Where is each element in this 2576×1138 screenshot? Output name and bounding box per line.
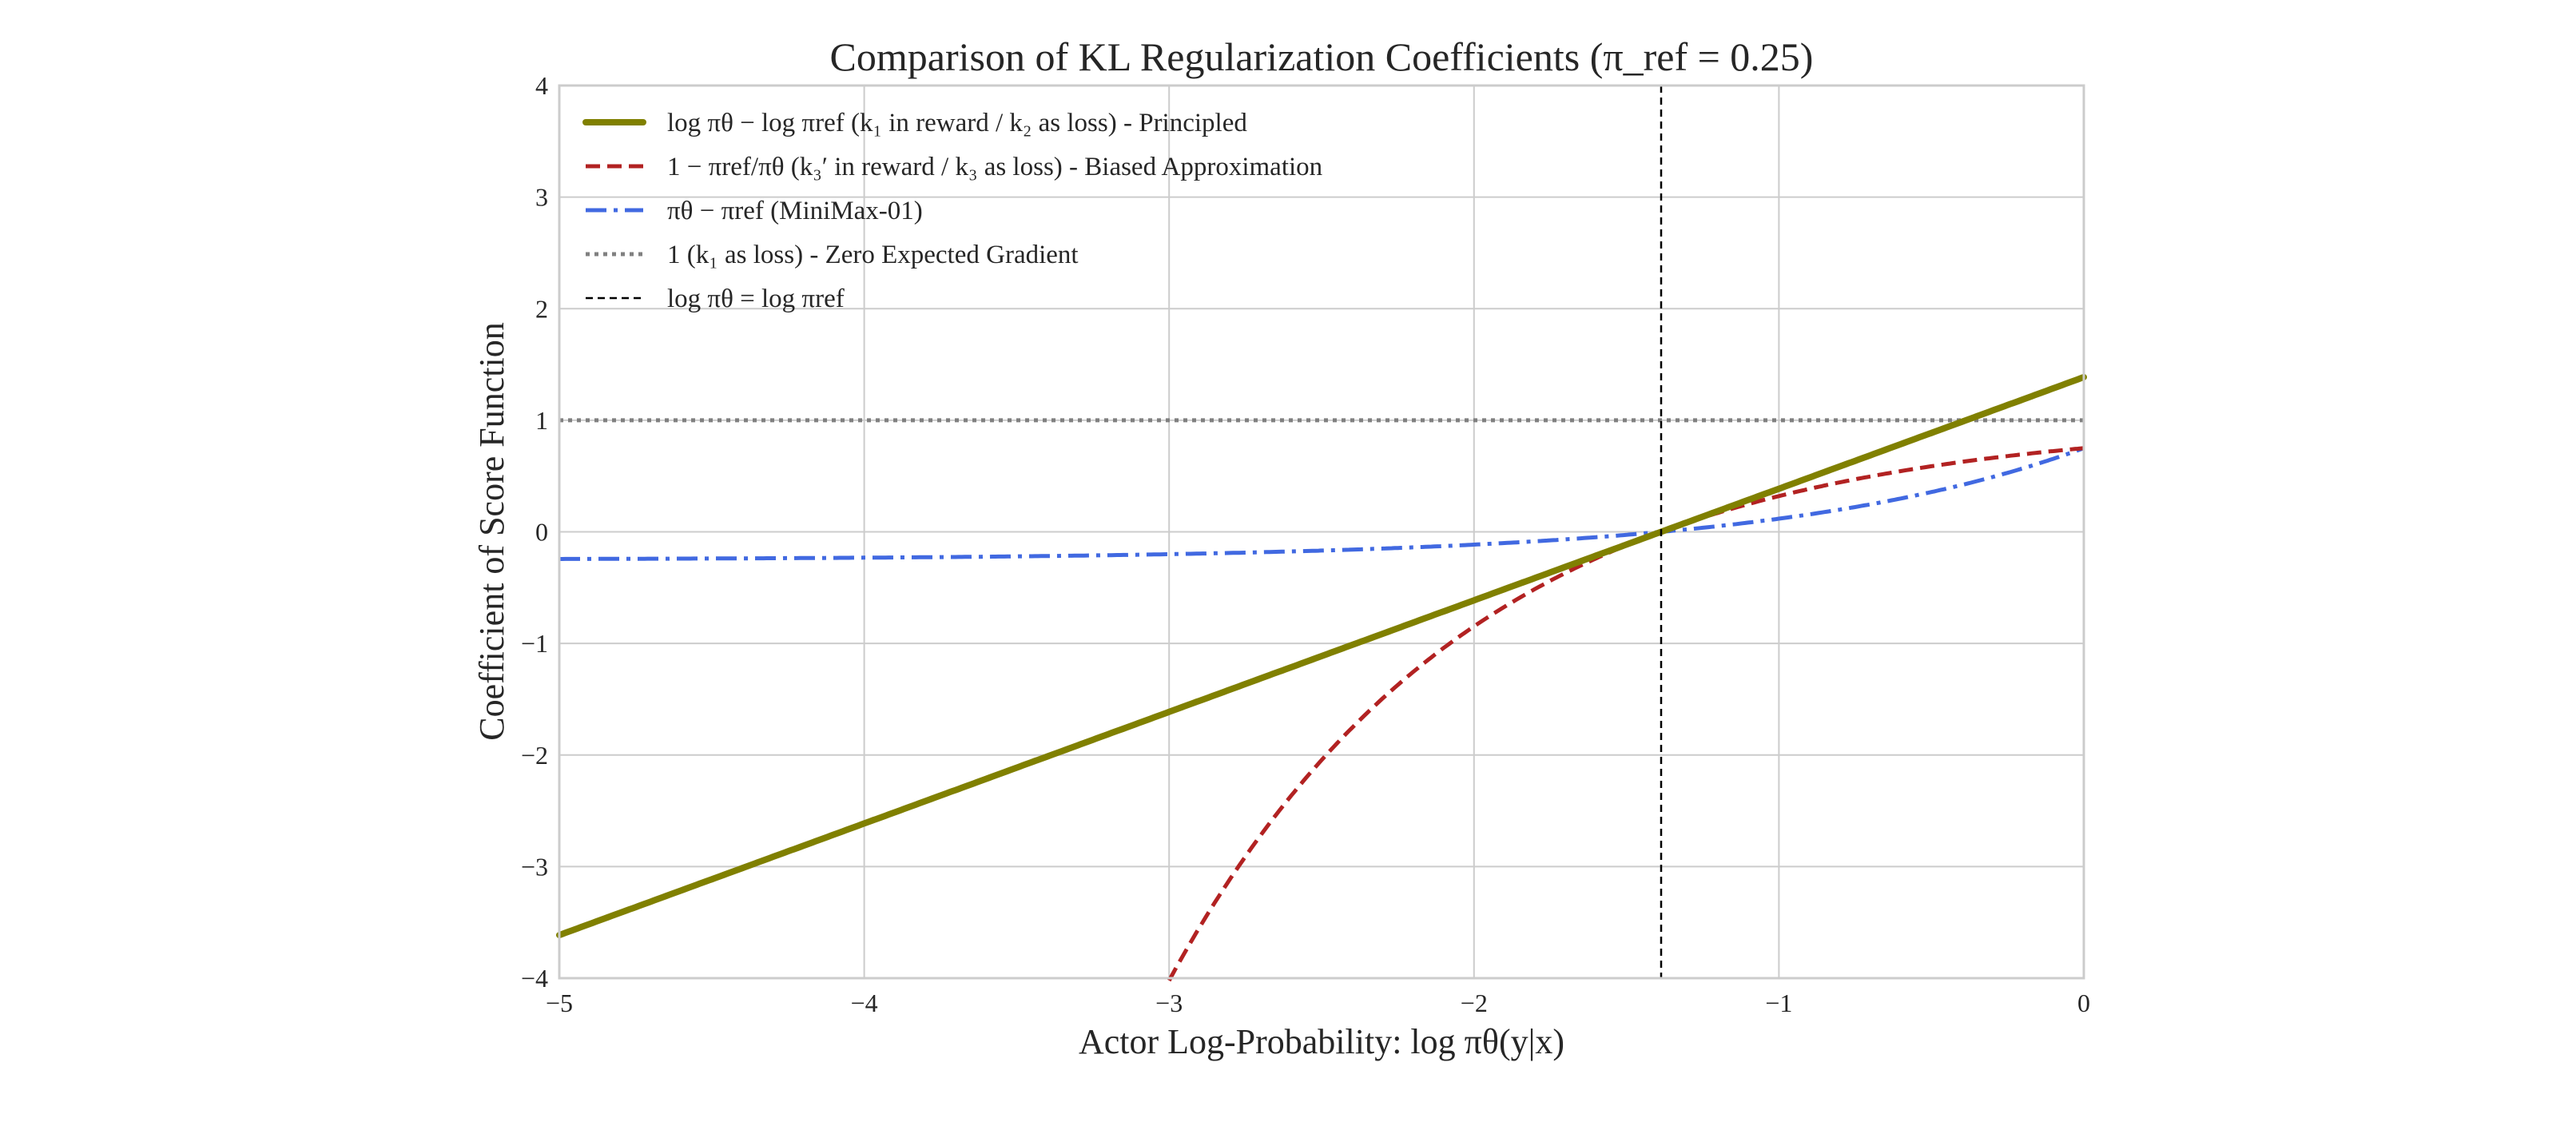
- y-tick-label: 2: [535, 294, 548, 323]
- x-axis-label: Actor Log-Probability: log πθ(y|x): [1079, 1022, 1564, 1061]
- x-tick-label: −4: [851, 989, 878, 1017]
- legend-label: πθ − πref (MiniMax-01): [667, 197, 923, 225]
- series-layer: [556, 86, 2087, 982]
- legend: log πθ − log πref (k₁ in reward / k₂ as …: [582, 109, 1322, 313]
- series-principled: [556, 373, 2087, 939]
- series-biased-approximation: [1167, 446, 2085, 982]
- x-tick-label: −1: [1765, 989, 1792, 1017]
- y-axis-label: Coefficient of Score Function: [472, 322, 511, 740]
- x-tick-label: −3: [1155, 989, 1183, 1017]
- y-tick-label: 1: [535, 406, 548, 435]
- x-tick-label: −2: [1461, 989, 1488, 1017]
- legend-label: log πθ = log πref: [667, 284, 845, 313]
- legend-label: 1 (k₁ as loss) - Zero Expected Gradient: [667, 241, 1079, 269]
- plot-frame: [558, 84, 2085, 980]
- y-tick-label: −1: [521, 629, 548, 658]
- legend-label: log πθ − log πref (k₁ in reward / k₂ as …: [667, 109, 1247, 137]
- y-tick-label: −2: [521, 741, 548, 770]
- series-minimax-01: [559, 446, 2085, 561]
- x-tick-label: −5: [546, 989, 573, 1017]
- y-tick-label: 0: [535, 518, 548, 547]
- legend-label: 1 − πref/πθ (k₃′ in reward / k₃ as loss)…: [667, 153, 1322, 181]
- x-tick-label: 0: [2077, 989, 2090, 1017]
- y-tick-label: 4: [535, 71, 548, 100]
- y-tick-label: −3: [521, 852, 548, 881]
- y-tick-label: −4: [521, 964, 548, 993]
- y-tick-label: 3: [535, 183, 548, 212]
- chart-title: Comparison of KL Regularization Coeffici…: [830, 34, 1814, 79]
